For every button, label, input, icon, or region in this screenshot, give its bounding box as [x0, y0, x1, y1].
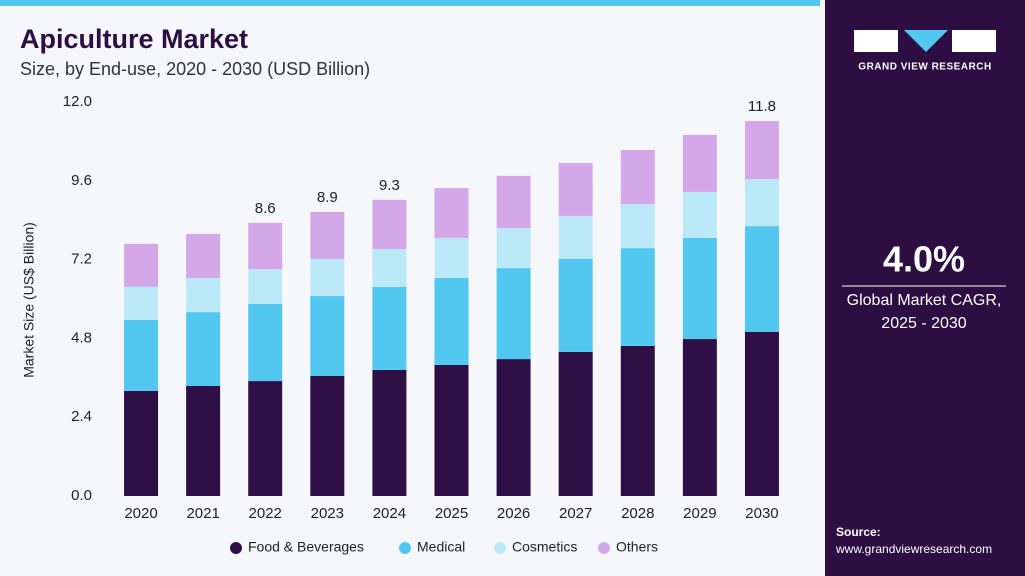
bar-segment: [496, 268, 531, 360]
x-tick-label: 2026: [497, 505, 530, 522]
total-label: 11.8: [748, 98, 776, 115]
chart-subtitle: Size, by End-use, 2020 - 2030 (USD Billi…: [20, 59, 370, 79]
bar-segment: [124, 286, 159, 321]
bar-segment: [372, 286, 407, 370]
bar-segment: [496, 359, 531, 496]
legend-swatch: [494, 542, 506, 554]
legend-label: Others: [616, 539, 658, 555]
total-label: 9.3: [379, 177, 400, 194]
source: www.grandviewresearch.com: [835, 542, 992, 556]
bar-segment: [248, 222, 283, 270]
cagr-period: 2025 - 2030: [881, 315, 967, 332]
total-label: 8.9: [317, 189, 338, 206]
bar-segment: [248, 303, 283, 382]
logo: [854, 30, 996, 52]
bar-segment: [248, 381, 283, 496]
bar-segment: [124, 320, 159, 391]
bar-segment: [248, 269, 283, 304]
bar-segment: [620, 149, 655, 205]
x-tick-label: 2029: [683, 505, 716, 522]
x-tick-label: 2020: [124, 505, 157, 522]
legend-label: Food & Beverages: [248, 539, 364, 555]
x-tick-label: 2030: [745, 505, 778, 522]
bar-segment: [620, 204, 655, 249]
x-tick-label: 2028: [621, 505, 654, 522]
x-tick-label: 2022: [249, 505, 282, 522]
legend-label: Medical: [417, 539, 465, 555]
bar-segment: [434, 364, 469, 496]
bar-segment: [434, 188, 469, 238]
bar-segment: [620, 248, 655, 346]
bar-segment: [434, 277, 469, 365]
bar-segment: [186, 312, 221, 387]
bar-segment: [558, 351, 593, 496]
x-tick-label: 2021: [186, 505, 219, 522]
x-tick-label: 2024: [373, 505, 406, 522]
bar-segment: [682, 191, 717, 238]
bar-segment: [124, 390, 159, 496]
cagr-value: 4.0%: [883, 239, 965, 280]
y-tick-label: 7.2: [71, 251, 92, 268]
legend-swatch: [598, 542, 610, 554]
bar-segment: [186, 386, 221, 496]
bar-segment: [682, 134, 717, 192]
x-tick-label: 2025: [435, 505, 468, 522]
bar-segment: [558, 163, 593, 216]
bar-segment: [496, 175, 531, 229]
bar-segment: [744, 331, 779, 496]
bar-segment: [372, 249, 407, 287]
brand: GRAND VIEW RESEARCH: [858, 62, 991, 73]
bar-segment: [372, 369, 407, 496]
bar-segment: [310, 296, 345, 376]
bar-segment: [682, 237, 717, 340]
sidebar: [825, 0, 1025, 576]
bar-segment: [744, 226, 779, 332]
bar-segment: [372, 199, 407, 250]
y-tick-label: 9.6: [71, 172, 92, 189]
x-tick-label: 2027: [559, 505, 592, 522]
y-tick-label: 0.0: [71, 487, 92, 504]
top-accent: [0, 0, 820, 6]
bar-segment: [558, 215, 593, 259]
bar-segment: [682, 339, 717, 496]
bar-segment: [186, 277, 221, 313]
cagr-label: Global Market CAGR,: [847, 292, 1002, 309]
x-tick-label: 2023: [311, 505, 344, 522]
bar-segment: [620, 345, 655, 496]
total-label: 8.6: [255, 200, 276, 217]
source-label: Source:: [836, 525, 881, 539]
legend-swatch: [399, 542, 411, 554]
legend-label: Cosmetics: [512, 539, 577, 555]
bar-segment: [310, 375, 345, 496]
bar-segment: [744, 121, 779, 180]
bar-segment: [310, 258, 345, 297]
bar-segment: [310, 211, 345, 259]
y-tick-label: 2.4: [71, 408, 92, 425]
bar-segment: [496, 228, 531, 269]
y-axis-label: Market Size (US$ Billion): [21, 222, 37, 378]
chart-title: Apiculture Market: [20, 24, 248, 54]
bar-segment: [558, 258, 593, 352]
bar-segment: [186, 233, 221, 278]
bar-segment: [124, 243, 159, 287]
bar-segment: [744, 179, 779, 227]
legend-swatch: [230, 542, 242, 554]
y-tick-label: 12.0: [63, 93, 92, 110]
bar-segment: [434, 237, 469, 278]
y-tick-label: 4.8: [71, 329, 92, 346]
